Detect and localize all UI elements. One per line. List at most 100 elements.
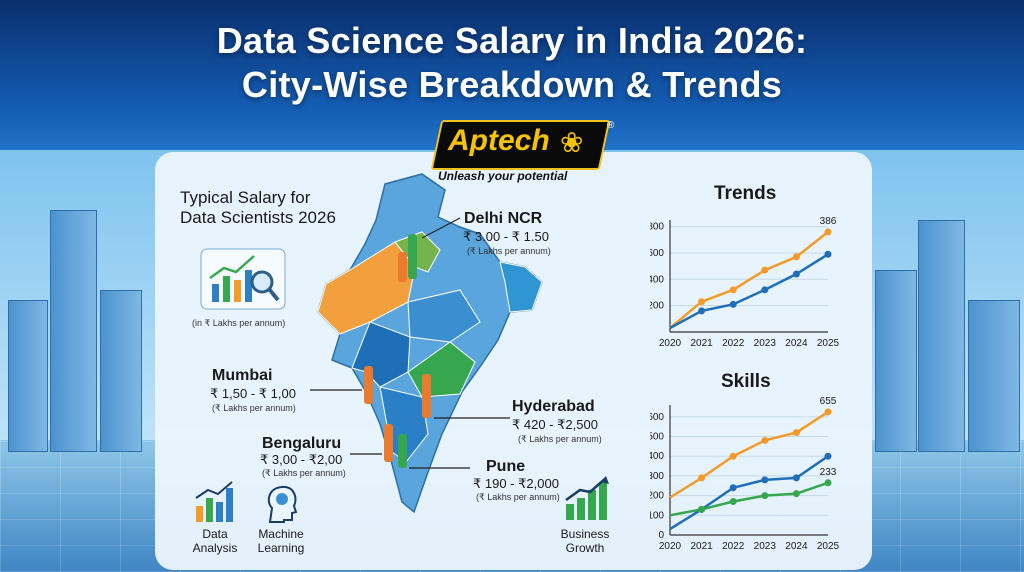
trends-title: Trends (714, 183, 777, 204)
city-unit-bengaluru: (₹ Lakhs per annum) (262, 468, 346, 478)
salary-section-title: Typical Salary for Data Scientists 2026 (180, 188, 336, 228)
x-tick-label: 2024 (785, 541, 808, 552)
x-tick-label: 2023 (754, 338, 777, 349)
data-point (761, 436, 769, 444)
chart-magnifier-icon (200, 248, 286, 310)
city-unit-hyderabad: (₹ Lakhs per annum) (518, 434, 602, 444)
x-tick-label: 2024 (785, 338, 808, 349)
x-tick-label: 2022 (722, 541, 745, 552)
page-title-line1: Data Science Salary in India 2026: (216, 20, 808, 61)
end-data-label: 386 (820, 216, 837, 227)
series-line (669, 410, 829, 499)
x-tick-label: 2023 (754, 541, 777, 552)
city-unit-delhi: (₹ Lakhs per annum) (467, 246, 551, 256)
city-name-delhi: Delhi NCR (464, 210, 543, 227)
machine-learning-label: Machine Learning (246, 527, 316, 555)
data-point (824, 408, 832, 416)
brand-name: Aptech (448, 124, 550, 157)
y-tick-label: 0 (658, 530, 664, 541)
series-line (669, 455, 829, 531)
building (8, 300, 48, 452)
data-point (729, 498, 737, 506)
salary-title-line1: Typical Salary for (180, 188, 311, 207)
x-tick-label: 2025 (817, 338, 840, 349)
data-point (729, 452, 737, 460)
city-range-hyderabad: ₹ 420 - ₹2,500 (512, 417, 598, 432)
data-point (824, 479, 832, 487)
y-tick-label: 600 (650, 412, 664, 423)
data-point (761, 492, 769, 500)
data-analysis-label-line1: Data (202, 527, 228, 541)
end-data-label: 233 (820, 467, 837, 478)
y-tick-label: 500 (650, 432, 664, 443)
y-tick-label: 200 (650, 301, 664, 312)
y-tick-label: 200 (650, 491, 664, 502)
unit-note: (in ₹ Lakhs per annum) (192, 318, 286, 328)
machine-learning-label-line2: Learning (257, 541, 305, 555)
data-point (792, 474, 800, 482)
brand-tagline: Unleash your potential (438, 169, 568, 183)
x-tick-label: 2021 (690, 338, 713, 349)
business-growth-label-line1: Business (560, 527, 610, 541)
city-name-mumbai: Mumbai (212, 367, 273, 384)
salary-title-line2: Data Scientists 2026 (180, 208, 336, 227)
city-range-delhi: ₹ 3.00 - ₹ 1.50 (463, 229, 549, 244)
data-analysis-label-line2: Analysis (192, 541, 238, 555)
city-name-hyderabad: Hyderabad (512, 398, 595, 415)
data-point (729, 300, 737, 308)
paw-icon: ❀ (560, 127, 584, 158)
x-tick-label: 2025 (817, 541, 840, 552)
y-tick-label: 600 (650, 248, 664, 259)
data-point (792, 253, 800, 261)
machine-learning-label-line1: Machine (258, 527, 304, 541)
y-tick-label: 100 (650, 510, 664, 521)
y-tick-label: 300 (650, 471, 664, 482)
business-growth-icon (565, 476, 609, 520)
data-point (761, 476, 769, 484)
series-line (669, 253, 829, 330)
page-title-line2: City-Wise Breakdown & Trends (241, 64, 783, 105)
x-tick-label: 2022 (722, 338, 745, 349)
machine-learning-icon (267, 485, 298, 523)
business-growth-label-line2: Growth (565, 541, 605, 555)
y-tick-label: 400 (650, 274, 664, 285)
building (100, 290, 142, 452)
x-tick-label: 2020 (659, 338, 682, 349)
trends-chart: 200 400 600 800 2020 2021 2022 2023 2024 2025 386 (650, 216, 840, 349)
data-point (824, 452, 832, 460)
x-tick-label: 2020 (659, 541, 682, 552)
business-growth-label: Business Growth (550, 527, 620, 555)
data-point (792, 490, 800, 498)
skills-chart: 0 100 200 300 400 500 600 2020 2021 2022 2023 2024 2… (650, 396, 840, 552)
skills-title: Skills (721, 371, 771, 392)
x-tick-label: 2021 (690, 541, 713, 552)
building (875, 270, 917, 452)
data-point (698, 505, 706, 513)
data-analysis-icon (195, 481, 233, 522)
y-tick-label: 400 (650, 451, 664, 462)
city-unit-mumbai: (₹ Lakhs per annum) (212, 403, 296, 413)
data-point (698, 307, 706, 315)
city-range-mumbai: ₹ 1,50 - ₹ 1,00 (210, 386, 296, 401)
building (918, 220, 965, 452)
series-line (669, 230, 829, 330)
city-range-bengaluru: ₹ 3,00 - ₹2,00 (260, 452, 343, 467)
end-data-label: 655 (820, 396, 837, 407)
data-point (698, 474, 706, 482)
data-point (824, 250, 832, 258)
india-map (310, 173, 543, 514)
data-point (761, 286, 769, 294)
data-point (729, 484, 737, 492)
building (968, 300, 1020, 452)
data-analysis-label: Data Analysis (180, 527, 250, 555)
data-point (729, 286, 737, 294)
city-name-pune: Pune (486, 458, 526, 475)
data-point (761, 266, 769, 274)
data-point (792, 270, 800, 278)
city-range-pune: ₹ 190 - ₹2,000 (473, 476, 559, 491)
city-unit-pune: (₹ Lakhs per annum) (476, 492, 560, 502)
y-tick-label: 800 (650, 222, 664, 233)
city-name-bengaluru: Bengaluru (262, 435, 342, 452)
data-point (824, 228, 832, 236)
series-line (669, 481, 829, 517)
